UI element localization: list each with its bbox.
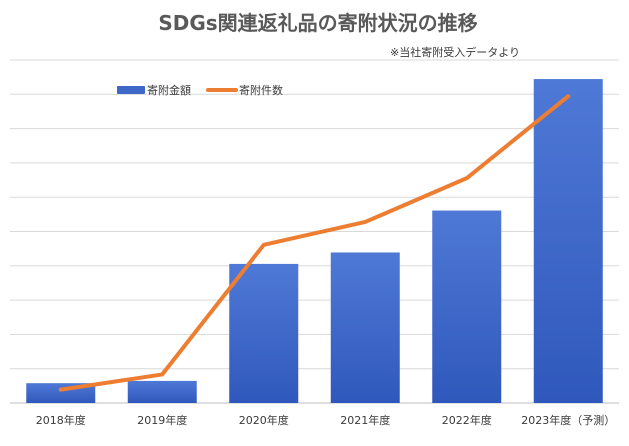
x-tick-label-0: 2018年度	[36, 413, 86, 427]
bar-1	[127, 380, 197, 403]
chart-title: SDGs関連返礼品の寄附状況の推移	[158, 11, 477, 35]
x-tick-label-5: 2023年度（予測）	[521, 413, 615, 427]
legend: 寄附金額 寄附件数	[117, 83, 283, 97]
bar-3	[330, 252, 400, 403]
x-tick-label-3: 2021年度	[340, 413, 390, 427]
bar-5	[533, 79, 603, 404]
bar-4	[432, 210, 502, 403]
x-tick-label-2: 2020年度	[239, 413, 289, 427]
chart-subtitle: ※当社寄附受入データより	[390, 45, 520, 59]
x-tick-label-1: 2019年度	[137, 413, 187, 427]
x-tick-label-4: 2022年度	[442, 413, 492, 427]
legend-line-label: 寄附件数	[239, 83, 283, 97]
x-axis-labels: 2018年度 2019年度 2020年度 2021年度 2022年度 2023年度（予測）	[36, 413, 616, 427]
legend-bar-swatch	[117, 86, 145, 94]
bars	[26, 79, 603, 404]
line-series	[58, 94, 571, 392]
bar-2	[229, 263, 299, 403]
legend-bar-label: 寄附金額	[147, 83, 191, 97]
line-path	[58, 94, 571, 392]
